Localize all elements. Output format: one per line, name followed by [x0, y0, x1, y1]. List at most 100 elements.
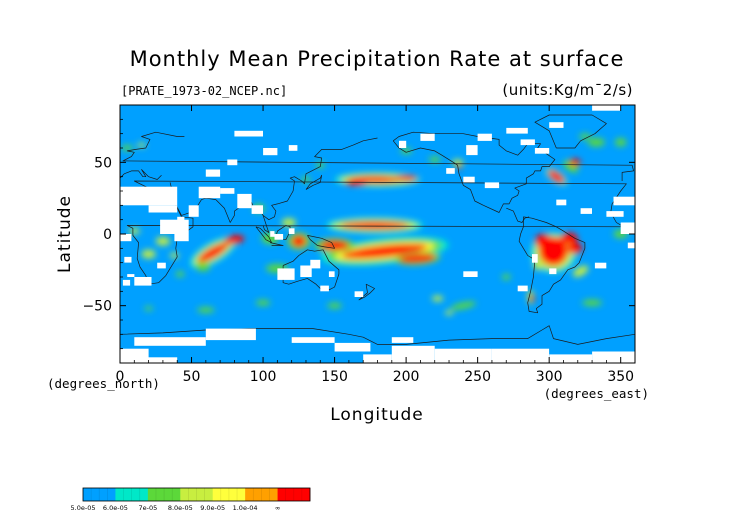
- missing-data-cell: [160, 219, 189, 234]
- missing-data-cell: [532, 254, 538, 263]
- colorbar-label: 9.0e-05: [200, 504, 225, 512]
- coastline: [120, 169, 162, 180]
- x-tick-label: 200: [393, 369, 420, 385]
- precip-region: [429, 156, 441, 163]
- missing-data-cell: [310, 259, 321, 269]
- chart-title: Monthly Mean Precipitation Rate at surfa…: [130, 47, 625, 71]
- missing-data-cell: [580, 208, 592, 214]
- x-unit-label: (degrees_east): [544, 386, 649, 401]
- precip-region: [197, 307, 215, 313]
- precip-region: [450, 301, 476, 310]
- precip-region: [529, 294, 535, 303]
- precip-region: [327, 302, 342, 309]
- x-axis-label: Longitude: [330, 405, 424, 425]
- precip-region: [444, 310, 454, 315]
- missing-data-cell: [463, 176, 475, 183]
- missing-data-cell: [198, 186, 221, 199]
- missing-data-cell: [549, 354, 593, 363]
- missing-data-cell: [124, 256, 132, 263]
- precip-region: [195, 262, 211, 272]
- precip-region: [170, 252, 179, 259]
- missing-data-cell: [148, 205, 178, 213]
- missing-data-cell: [227, 159, 238, 166]
- x-tick-label: 250: [464, 369, 491, 385]
- missing-data-cell: [300, 265, 312, 277]
- precip-region: [587, 137, 605, 147]
- precip-region: [563, 160, 579, 173]
- x-tick-label: 50: [183, 369, 201, 385]
- precip-region: [291, 235, 306, 247]
- coastline: [282, 249, 340, 291]
- coastline: [534, 114, 607, 149]
- precip-region: [301, 176, 311, 183]
- precip-region: [582, 299, 603, 306]
- missing-data-cell: [120, 186, 178, 206]
- colorbar-swatch: [147, 488, 181, 501]
- missing-data-cell: [328, 271, 335, 277]
- precip-region: [567, 242, 583, 255]
- y-tick-label: 0: [103, 227, 112, 243]
- missing-data-cell: [127, 274, 135, 277]
- coastline: [270, 242, 284, 246]
- missing-data-cell: [334, 342, 371, 352]
- missing-data-cell: [620, 222, 635, 234]
- missing-data-cell: [120, 234, 132, 242]
- colorbar-label: 7e-05: [139, 504, 158, 512]
- missing-data-cell: [391, 345, 435, 363]
- missing-data-cell: [556, 199, 567, 206]
- coastline: [392, 131, 556, 213]
- missing-data-cell: [205, 328, 256, 341]
- precip-region: [399, 253, 437, 263]
- missing-data-cell: [549, 268, 557, 275]
- chart-units: (units:Kg/m¯2/s): [502, 81, 633, 99]
- missing-data-cell: [477, 133, 492, 141]
- precip-region: [431, 295, 444, 302]
- colorbar-label: ∞: [275, 504, 280, 512]
- missing-data-cell: [506, 127, 528, 134]
- precip-region: [533, 261, 543, 270]
- colorbar-label: 8.0e-05: [168, 504, 193, 512]
- missing-data-cell: [237, 193, 252, 209]
- coastline: [165, 137, 378, 223]
- missing-data-cell: [627, 242, 635, 249]
- coastline: [122, 131, 634, 181]
- missing-data-cell: [592, 105, 621, 111]
- x-tick-label: 150: [321, 369, 348, 385]
- missing-data-cell: [391, 337, 414, 343]
- precip-region: [197, 243, 229, 263]
- missing-data-cell: [134, 337, 206, 346]
- coastline: [518, 216, 586, 314]
- missing-data-cell: [320, 285, 329, 292]
- precip-region: [547, 169, 565, 184]
- missing-data-cell: [592, 351, 635, 363]
- missing-data-cell: [463, 271, 478, 277]
- missing-data-cell: [122, 279, 131, 286]
- missing-data-cell: [613, 196, 635, 206]
- colorbar-swatch: [245, 488, 278, 501]
- y-tick-label: −50: [82, 299, 112, 315]
- missing-data-cell: [291, 337, 335, 343]
- missing-data-cell: [251, 205, 263, 214]
- missing-data-cell: [399, 140, 407, 148]
- precip-region: [569, 158, 581, 166]
- precip-region: [128, 228, 141, 234]
- missing-data-cell: [157, 262, 166, 269]
- missing-data-cell: [520, 139, 535, 146]
- missing-data-cell: [177, 216, 185, 223]
- coastline: [305, 174, 323, 190]
- precip-region: [572, 265, 589, 277]
- colorbar-swatch: [277, 488, 311, 501]
- coastlines: [120, 114, 635, 345]
- missing-data-cell: [274, 234, 284, 240]
- colorbar-swatch: [212, 488, 246, 501]
- precip-region: [501, 274, 511, 280]
- precip-region: [137, 142, 146, 148]
- precip-region: [394, 175, 418, 181]
- x-tick-label: 350: [607, 369, 634, 385]
- colorbar-frame: [82, 487, 311, 502]
- missing-data-cell: [270, 231, 275, 237]
- missing-data-cell: [549, 122, 564, 128]
- precip-region: [341, 243, 428, 259]
- missing-data-cell: [534, 148, 550, 154]
